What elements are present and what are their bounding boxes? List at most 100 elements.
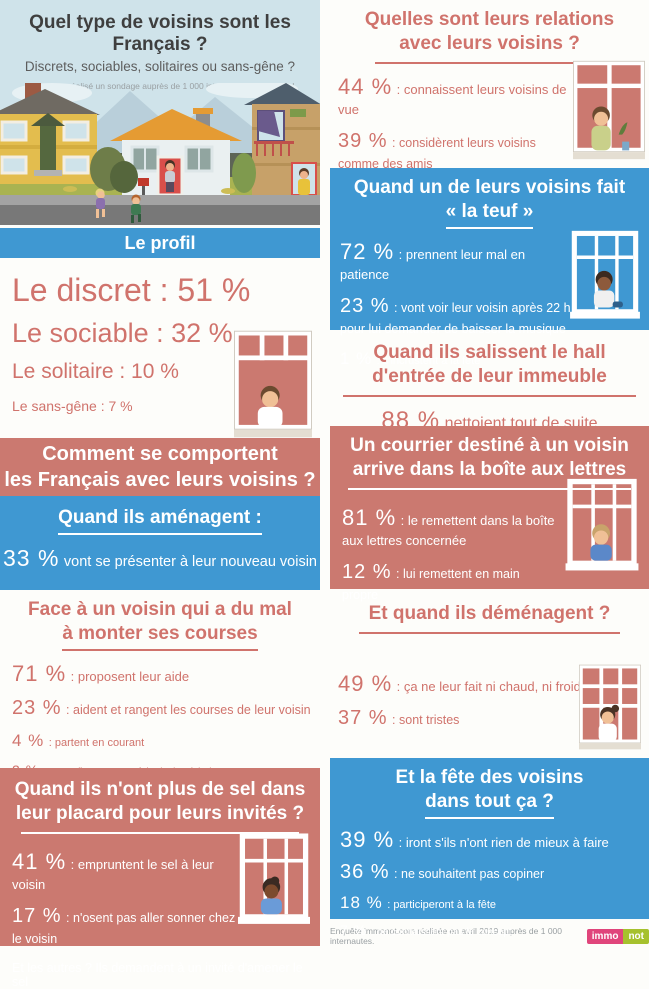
stat-text: : lui remettent en main propre: [342, 567, 520, 602]
stat-text: : prennent leur mal en patience: [340, 246, 526, 283]
stat-text: : partent en courant: [48, 737, 145, 749]
stat-percent: 72 %: [340, 238, 395, 264]
section-relations: Quelles sont leurs relations avec leurs …: [330, 0, 649, 222]
stat-row: 1 % : s'incrustent à la fête: [340, 348, 575, 370]
stat-text: : le remettent dans la boîte aux lettres…: [342, 512, 555, 549]
courrier-title-line2: arrive dans la boîte aux lettres: [352, 458, 627, 480]
profil-title: Le profil: [124, 233, 196, 253]
neighborhood-illustration: [0, 83, 320, 225]
section-teuf: Quand un de leurs voisins fait « la teuf…: [330, 168, 649, 368]
profil-item: Le sociable : 32 %: [12, 318, 233, 348]
comportement-title-line2: les Français avec leurs voisins ?: [4, 469, 316, 491]
sel-title-line2: leur placard pour leurs invités ?: [15, 802, 305, 824]
bush: [110, 161, 138, 193]
stat-percent: 23 %: [12, 697, 62, 719]
stat-row: 17 % : n'osent pas aller sonner chez le …: [12, 904, 237, 949]
stat-text: : ça ne leur fait ni chaud, ni froid: [396, 678, 581, 694]
stat-percent: 81 %: [342, 504, 397, 530]
section-amenagent: Quand ils aménagent : 33 % vont se prése…: [0, 496, 320, 590]
logo-immo-part: immo: [586, 928, 624, 944]
stat-row: 33 % vont se présenter à leur nouveau vo…: [0, 544, 320, 573]
section-courses: Face à un voisin qui a du mal à monter s…: [0, 590, 320, 778]
stat-percent: 17 %: [12, 905, 62, 927]
hall-title-line2: d'entrée de leur immeuble: [372, 365, 607, 387]
stat-row: 18 % : participeront à la fête: [340, 892, 639, 914]
running-boy: [131, 194, 141, 223]
stat-text: : aident et rangent les courses de leur …: [66, 703, 311, 717]
stat-row: 39 % : iront s'ils n'ont rien de mieux à…: [340, 826, 639, 854]
section-profil-header: Le profil: [0, 228, 320, 258]
window-woman-icon: [234, 330, 312, 438]
profil-item: Le solitaire : 10 %: [12, 360, 179, 383]
stat-row: 39 % : considèrent leurs voisins comme d…: [338, 129, 576, 174]
house-right: [244, 83, 320, 201]
stat-text: : sont tristes: [392, 713, 460, 728]
stat-text: : connaissent leurs voisins de vue: [338, 81, 567, 118]
fete-title-line2: dans tout ça ?: [425, 790, 554, 819]
stat-row: 23 % : aident et rangent les courses de …: [12, 696, 312, 721]
house-center: [110, 108, 242, 200]
section-comportement: Comment se comportent les Français avec …: [0, 438, 320, 496]
sel-note: Et les autres ? Ils demandent à un invit…: [12, 961, 303, 989]
left-column: Quel type de voisins sont les Français ?…: [0, 0, 320, 989]
stat-row: 71 % : proposent leur aide: [12, 660, 312, 688]
right-column: Quelles sont leurs relations avec leurs …: [330, 0, 649, 950]
section-courrier: Un courrier destiné à un voisin arrive d…: [330, 426, 649, 602]
sel-title-line1: Quand ils n'ont plus de sel dans: [14, 779, 306, 800]
stat-text: : iront s'ils n'ont rien de mieux à fair…: [398, 834, 609, 850]
demenagent-title: Et quand ils déménagent ?: [368, 603, 611, 624]
stat-row: 4 % : partent en courant: [12, 730, 312, 752]
stat-percent: 4 %: [12, 731, 45, 750]
stat-text: : n'osent pas aller sonner chez le voisi…: [12, 911, 236, 946]
fete-title-line1: Et la fête des voisins: [395, 767, 584, 788]
stat-percent: 49 %: [338, 670, 393, 696]
immonot-logo: immo not: [586, 928, 649, 944]
section-hall: Quand ils salissent le hall d'entrée de …: [330, 333, 649, 434]
stat-text: : ne souhaitent pas copiner: [394, 867, 545, 881]
stat-percent: 41 %: [12, 848, 67, 874]
stat-percent: 39 %: [340, 826, 395, 852]
stat-percent: 23 %: [340, 295, 390, 317]
woman-at-door: [165, 160, 175, 192]
teuf-title-line2: « la teuf »: [445, 200, 534, 229]
stat-percent: 39 %: [338, 130, 388, 152]
stat-row: 44 % : connaissent leurs voisins de vue: [338, 73, 576, 121]
woman-in-yellow: [291, 162, 317, 196]
page-title: Quel type de voisins sont les Français ?: [29, 12, 291, 55]
section-sel: Quand ils n'ont plus de sel dans leur pl…: [0, 768, 320, 989]
relations-title-line1: Quelles sont leurs relations: [364, 9, 615, 30]
stat-row: 36 % : ne souhaitent pas copiner: [340, 860, 639, 885]
stat-text: : proposent leur aide: [70, 668, 190, 684]
window-woman-plant-icon: [573, 60, 645, 160]
stat-percent: 37 %: [338, 707, 388, 730]
logo-not-part: not: [623, 928, 649, 944]
stat-text: : ne connaissent pas le concept: [371, 927, 512, 938]
stat-percent: 18 %: [340, 893, 383, 912]
courses-title-line1: Face à un voisin qui a du mal: [28, 599, 292, 620]
stat-percent: 44 %: [338, 73, 393, 99]
teuf-title-line1: Quand un de leurs voisins fait: [353, 177, 626, 198]
stat-text: : s'incrustent à la fête: [376, 355, 481, 367]
stat-percent: 12 %: [342, 561, 392, 583]
stat-row: 23 % : vont voir leur voisin après 22 h …: [340, 294, 575, 339]
stat-row: 37 % : sont tristes: [338, 706, 583, 731]
window-woman-icon: [238, 833, 310, 924]
relations-title-line2: avec leurs voisins ?: [399, 32, 580, 54]
stat-percent: 36 %: [340, 861, 390, 883]
stat-text: : considèrent leurs voisins comme des am…: [338, 136, 536, 171]
tree: [232, 153, 256, 193]
section-demenagent: Et quand ils déménagent ? 49 % : ça ne l…: [330, 592, 649, 758]
courrier-title-line1: Un courrier destiné à un voisin: [350, 435, 629, 456]
stat-text: : empruntent le sel à leur voisin: [12, 856, 214, 893]
footer-credit: Enquête immonot.com réalisée en avril 20…: [330, 926, 563, 946]
stat-text: : participeront à la fête: [387, 899, 497, 911]
house-left: [0, 83, 100, 184]
section-profil: Le discret : 51 % Le sociable : 32 % Le …: [0, 258, 320, 438]
header-scene: Quel type de voisins sont les Français ?…: [0, 0, 320, 225]
stat-text: : vont voir leur voisin après 22 h pour …: [340, 301, 571, 336]
courses-title-line2: à monter ses courses: [62, 622, 258, 651]
footer: Enquête immonot.com réalisée en avril 20…: [330, 922, 649, 950]
jogger-woman: [95, 188, 105, 218]
profil-item: Le discret : 51 %: [12, 272, 251, 308]
